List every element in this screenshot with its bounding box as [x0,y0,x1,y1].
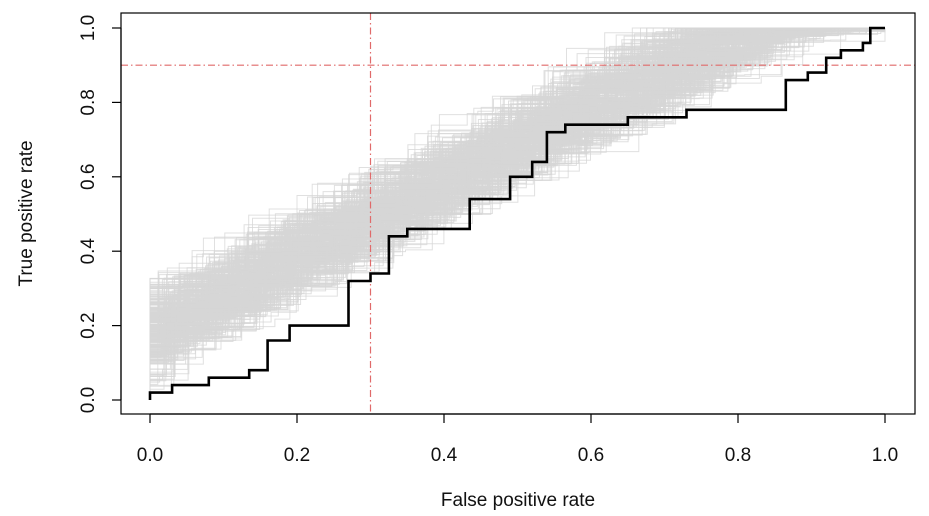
x-tick-label: 0.8 [725,445,751,466]
background-curve [149,27,885,400]
y-axis-title: True positive rate [16,140,37,286]
x-tick-label: 1.0 [872,445,898,466]
background-curve [149,27,885,400]
background-curve [149,27,885,400]
background-roc-curves [149,27,886,400]
y-tick-label: 0.0 [78,387,99,413]
y-tick-label: 0.4 [78,238,99,265]
background-curve [149,27,885,400]
background-curve [149,27,885,400]
y-tick-label: 0.6 [78,164,99,190]
background-curve [149,27,885,400]
background-curve [149,27,885,400]
background-curve [149,27,885,400]
x-axis: 0.0 0.2 0.4 0.6 0.8 1.0 [137,413,898,466]
x-axis-title: False positive rate [441,490,595,511]
background-curve [149,27,885,400]
background-curve [149,27,885,400]
x-tick-label: 0.4 [431,445,458,466]
x-tick-label: 0.0 [137,445,163,466]
y-tick-label: 0.2 [78,312,99,338]
background-curve [149,27,885,400]
y-axis: 0.0 0.2 0.4 0.6 0.8 1.0 [78,15,122,413]
series-line [148,26,885,400]
x-tick-label: 0.6 [578,445,604,466]
y-tick-label: 1.0 [78,15,99,41]
y-tick-label: 0.8 [78,89,99,115]
background-curve [149,27,885,400]
reference-lines [121,13,915,414]
main-roc-curve [148,26,885,400]
x-tick-label: 0.2 [284,445,310,466]
background-curve [149,27,885,400]
